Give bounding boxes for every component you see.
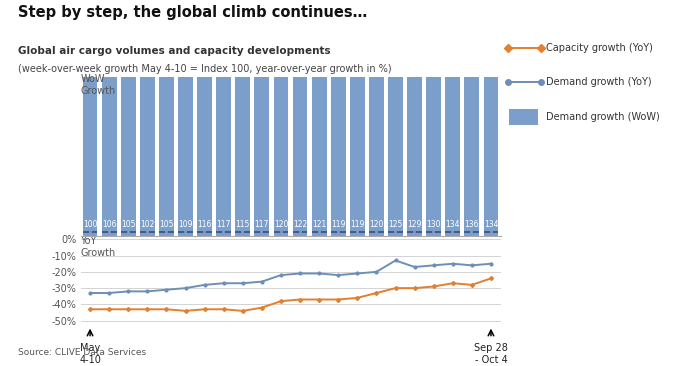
Text: Source: CLIVE Data Services: Source: CLIVE Data Services [18,348,146,357]
Text: WoW
Growth: WoW Growth [80,74,116,96]
Bar [426,0,441,236]
Bar [197,0,212,236]
Bar [140,0,155,236]
Text: May
4-10: May 4-10 [79,343,101,365]
Bar [484,0,498,236]
Text: 100: 100 [83,220,97,229]
Bar [312,0,327,236]
Text: 136: 136 [465,220,479,229]
Text: 120: 120 [369,220,384,229]
Bar [121,0,136,236]
Text: 105: 105 [159,220,174,229]
Text: (week-over-week growth May 4-10 = Index 100, year-over-year growth in %): (week-over-week growth May 4-10 = Index … [18,64,391,74]
Text: 106: 106 [102,220,116,229]
Bar [102,0,117,236]
Text: 134: 134 [445,220,460,229]
Text: 119: 119 [331,220,345,229]
Text: 129: 129 [407,220,422,229]
Bar [274,0,288,236]
Text: 116: 116 [197,220,212,229]
Text: YoY
Growth: YoY Growth [80,236,116,258]
Text: 117: 117 [216,220,231,229]
Text: 122: 122 [293,220,307,229]
Text: 109: 109 [178,220,192,229]
Bar [293,0,307,236]
Text: Demand growth (YoY): Demand growth (YoY) [546,77,652,87]
Text: 115: 115 [236,220,250,229]
Bar [235,0,250,236]
Text: Step by step, the global climb continues…: Step by step, the global climb continues… [18,5,367,20]
Bar [159,0,174,236]
Bar [83,0,97,236]
Bar [407,0,422,236]
Bar [464,0,480,236]
Bar [388,0,403,236]
Text: 130: 130 [426,220,441,229]
Bar [350,0,365,236]
Bar [178,0,193,236]
Text: 119: 119 [350,220,365,229]
Text: Demand growth (WoW): Demand growth (WoW) [546,112,659,122]
Text: 105: 105 [121,220,136,229]
Text: Capacity growth (YoY): Capacity growth (YoY) [546,42,653,53]
Text: 134: 134 [484,220,498,229]
Text: 102: 102 [140,220,155,229]
Text: Sep 28
- Oct 4: Sep 28 - Oct 4 [474,343,508,365]
Text: 125: 125 [389,220,402,229]
Bar [254,0,270,236]
Text: 120: 120 [274,220,288,229]
Text: 121: 121 [312,220,326,229]
Bar [445,0,460,236]
Bar [216,0,231,236]
Bar [369,0,384,236]
Text: 117: 117 [255,220,269,229]
Text: Global air cargo volumes and capacity developments: Global air cargo volumes and capacity de… [18,46,330,56]
Bar [331,0,346,236]
